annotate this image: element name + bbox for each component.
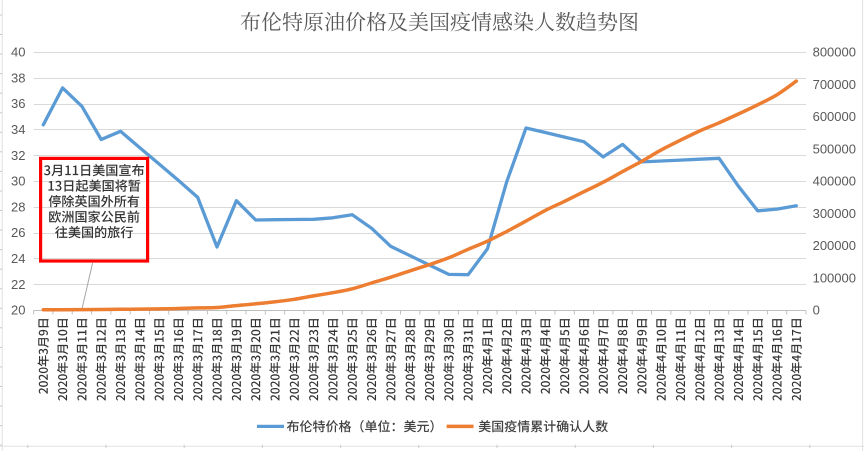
svg-text:0: 0 [813, 303, 820, 318]
svg-text:32: 32 [11, 148, 25, 163]
svg-text:40: 40 [11, 45, 25, 60]
svg-text:34: 34 [11, 122, 25, 137]
svg-text:700000: 700000 [813, 77, 856, 92]
svg-text:600000: 600000 [813, 109, 856, 124]
svg-text:20: 20 [11, 303, 25, 318]
svg-text:30: 30 [11, 174, 25, 189]
svg-text:800000: 800000 [813, 45, 856, 60]
svg-text:26: 26 [11, 225, 25, 240]
svg-text:500000: 500000 [813, 141, 856, 156]
svg-text:100000: 100000 [813, 270, 856, 285]
svg-text:200000: 200000 [813, 238, 856, 253]
svg-text:36: 36 [11, 96, 25, 111]
svg-text:24: 24 [11, 251, 25, 266]
svg-text:38: 38 [11, 70, 25, 85]
svg-text:300000: 300000 [813, 206, 856, 221]
svg-text:400000: 400000 [813, 174, 856, 189]
svg-text:22: 22 [11, 277, 25, 292]
svg-text:28: 28 [11, 199, 25, 214]
